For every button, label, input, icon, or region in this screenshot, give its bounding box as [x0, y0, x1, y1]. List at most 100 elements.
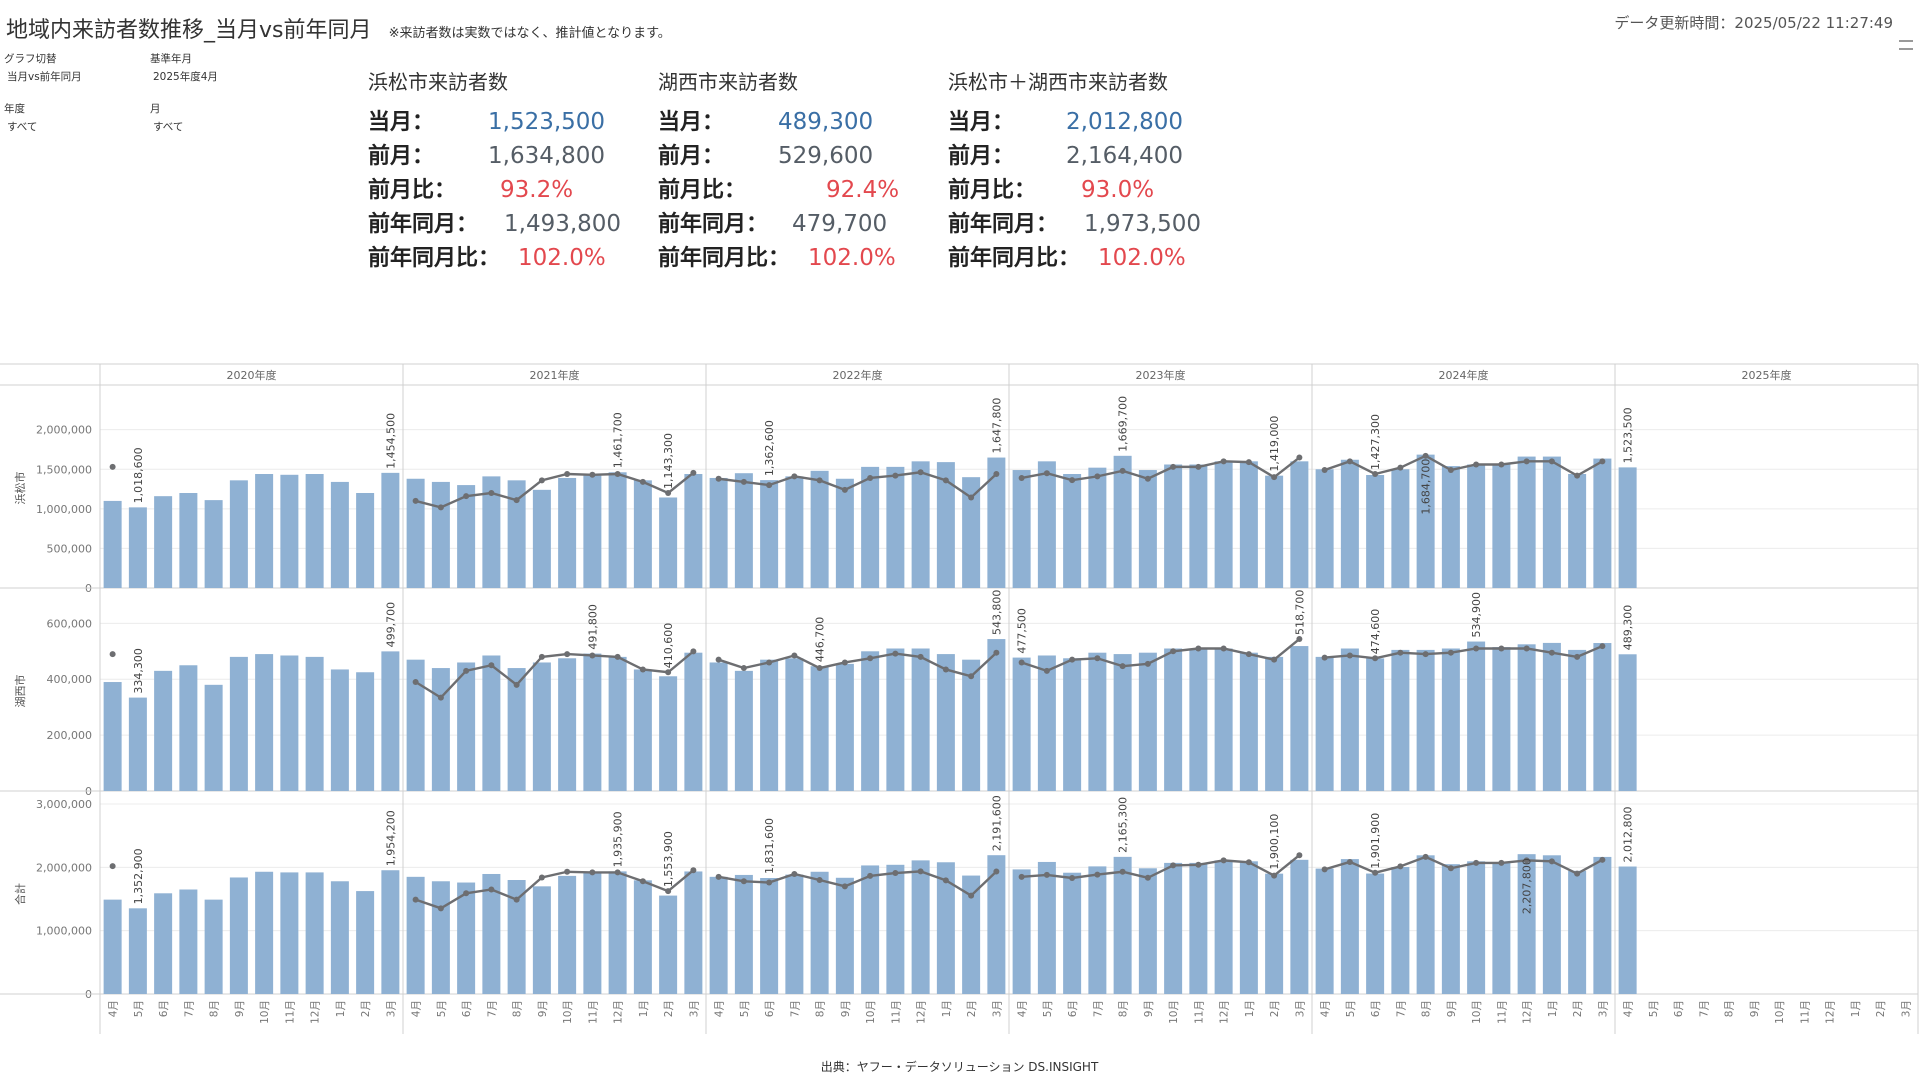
month-label: 10月	[1471, 1000, 1483, 1024]
bar	[1517, 854, 1536, 994]
row-label: 湖西市	[13, 675, 27, 708]
prev-year-point	[614, 653, 621, 660]
prev-year-point	[1170, 648, 1177, 655]
kpi-row: 前月比： 93.2%	[368, 173, 621, 207]
bar	[810, 871, 829, 994]
bar	[154, 893, 173, 994]
filter-value[interactable]: すべて	[7, 121, 38, 133]
bar	[659, 497, 678, 588]
prev-year-point	[1195, 861, 1202, 868]
bar	[608, 871, 627, 994]
bar	[608, 472, 627, 588]
filter-value[interactable]: 2025年度4月	[153, 71, 218, 83]
year-header-label: 2023年度	[1136, 368, 1186, 382]
prev-year-point	[766, 482, 773, 489]
bar	[356, 891, 375, 994]
bar	[431, 881, 450, 994]
prev-year-point	[614, 869, 621, 876]
bar	[886, 864, 905, 994]
month-label: 4月	[1017, 1000, 1029, 1017]
prev-year-point	[942, 477, 949, 484]
bar	[734, 874, 753, 994]
kpi-row: 前年同月比： 102.0%	[368, 241, 621, 275]
prev-year-point	[1271, 872, 1278, 879]
bar	[1164, 464, 1183, 588]
month-label: 5月	[436, 1000, 448, 1017]
kpi-row: 前月： 1,634,800	[368, 139, 621, 173]
prev-year-point	[1220, 857, 1227, 864]
kpi-label: 当月：	[368, 110, 435, 135]
month-label: 5月	[1648, 1000, 1660, 1017]
bar	[785, 476, 804, 588]
bar	[1340, 459, 1359, 588]
kpi-value: 489,300	[778, 109, 874, 135]
month-label: 4月	[108, 1000, 120, 1017]
prev-year-point	[993, 649, 1000, 656]
prev-year-point	[791, 652, 798, 659]
month-label: 1月	[638, 1000, 650, 1017]
bar	[229, 656, 248, 791]
prev-year-point	[1372, 655, 1379, 662]
kpi-row: 前月： 2,164,400	[948, 139, 1201, 173]
filter-value[interactable]: 当月vs前年同月	[7, 71, 82, 83]
month-label: 2月	[360, 1000, 372, 1017]
filter-value[interactable]: すべて	[153, 121, 184, 133]
prev-year-point	[1094, 871, 1101, 878]
bar	[936, 862, 955, 994]
data-label: 1,352,900	[132, 848, 145, 904]
prev-year-point	[1119, 663, 1126, 670]
bar	[1416, 454, 1435, 588]
month-label: 11月	[587, 1000, 599, 1024]
prev-year-point	[1574, 472, 1581, 479]
prev-year-point	[412, 896, 419, 903]
month-label: 7月	[183, 1000, 195, 1017]
month-label: 9月	[234, 1000, 246, 1017]
month-label: 6月	[764, 1000, 776, 1017]
bar	[633, 880, 652, 994]
kpi-value: 93.0%	[1081, 177, 1155, 203]
kpi-kosai: 湖西市来訪者数 当月： 489,300 前月： 529,600 前月比： 92.4% …	[658, 66, 899, 275]
source-credit: 出典：ヤフー・データソリューション DS.INSIGHT	[820, 1060, 1099, 1074]
kpi-label: 前年同月：	[368, 212, 479, 237]
bar	[1568, 649, 1587, 791]
prev-year-point	[917, 653, 924, 660]
prev-year-line	[718, 870, 998, 898]
prev-year-point	[538, 874, 545, 881]
bar	[1366, 873, 1385, 994]
bar	[1517, 644, 1536, 791]
menu-icon[interactable]	[1899, 40, 1913, 50]
filter-graph-switch[interactable]: グラフ切替 当月vs前年同月	[4, 50, 82, 86]
filter-base-month[interactable]: 基準年月 2025年度4月	[150, 50, 218, 86]
bar	[760, 480, 779, 588]
bar	[356, 672, 375, 791]
bar	[457, 485, 476, 588]
filter-fiscal-year[interactable]: 年度 すべて	[4, 100, 37, 136]
bar	[1037, 861, 1056, 994]
bar	[734, 670, 753, 791]
prev-year-line	[415, 471, 695, 509]
kpi-label: 前年同月：	[658, 212, 769, 237]
prev-year-point	[690, 648, 697, 655]
prev-year-point	[1220, 458, 1227, 465]
prev-year-point	[816, 477, 823, 484]
year-header-label: 2021年度	[530, 368, 580, 382]
bar	[1113, 856, 1132, 994]
bar	[1593, 856, 1612, 994]
bar	[128, 697, 147, 791]
prev-year-point	[614, 471, 621, 477]
month-label: 9月	[840, 1000, 852, 1017]
prev-year-point	[1296, 636, 1303, 643]
prev-year-point	[892, 870, 899, 877]
data-label: 1,669,700	[1117, 396, 1130, 452]
bar	[633, 480, 652, 588]
kpi-value: 1,523,500	[488, 109, 606, 135]
bar	[1063, 658, 1082, 791]
bar	[659, 895, 678, 994]
kpi-value: 479,700	[792, 211, 888, 237]
bar	[583, 653, 602, 791]
bar	[1366, 658, 1385, 791]
filter-month[interactable]: 月 すべて	[150, 100, 183, 136]
bar	[911, 860, 930, 994]
prev-year-point	[1473, 461, 1480, 468]
month-label: 2月	[1269, 1000, 1281, 1017]
